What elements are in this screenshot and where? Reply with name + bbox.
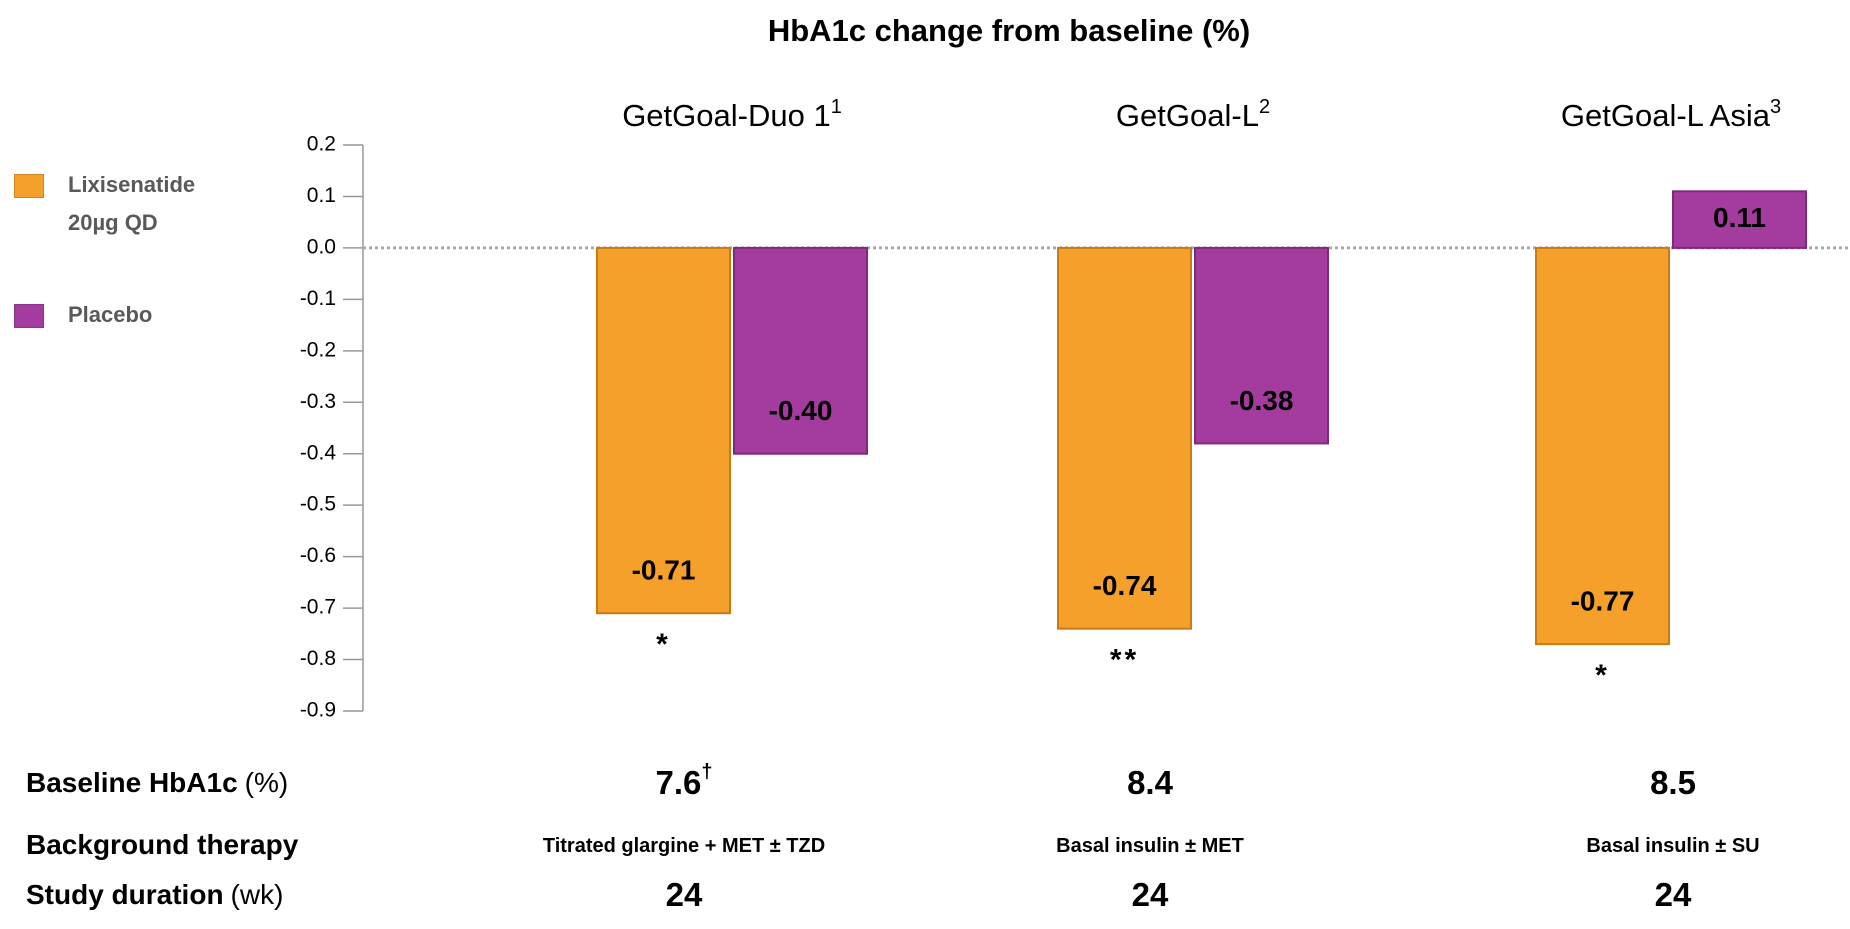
y-tick-label: 0.1: [307, 184, 336, 207]
row-label-text: Background therapy: [26, 829, 299, 860]
bar: [733, 246, 868, 455]
cell: 24: [1132, 876, 1169, 913]
value-label: -0.71: [632, 555, 696, 586]
value-label: -0.38: [1230, 385, 1294, 416]
legend-item: Lixisenatide 20µg QD: [14, 172, 218, 242]
category-name: GetGoal-Duo 1: [622, 98, 831, 133]
y-tick-label: -0.6: [300, 544, 336, 567]
value-label: -0.74: [1093, 570, 1157, 601]
y-tick-label: -0.5: [300, 493, 336, 516]
cell: 24: [666, 876, 703, 913]
category-label: GetGoal-L2: [1116, 96, 1270, 133]
category-name: GetGoal-L Asia: [1561, 98, 1771, 133]
category-ref: 1: [831, 96, 842, 118]
cell-value: 24: [666, 876, 703, 913]
y-tick-label: -0.8: [300, 647, 336, 670]
cell: 24: [1655, 876, 1692, 913]
legend-swatch: [14, 174, 44, 198]
cell-footnote: †: [701, 761, 712, 783]
cell-value: Titrated glargine + MET ± TZD: [543, 835, 825, 857]
bar: [1535, 246, 1670, 646]
y-tick-label: 0.2: [307, 133, 336, 156]
bar: [596, 246, 731, 615]
cell: Basal insulin ± SU: [1586, 835, 1759, 857]
cell-value: 7.6: [656, 764, 702, 801]
y-tick-label: -0.4: [300, 441, 337, 464]
category-label: GetGoal-Duo 11: [622, 96, 842, 133]
legend-label: Lixisenatide 20µg QD: [68, 172, 196, 235]
legend-label: Placebo: [68, 302, 153, 327]
value-label: 0.11: [1713, 202, 1766, 233]
cell: Titrated glargine + MET ± TZD: [543, 835, 825, 857]
value-label: -0.77: [1571, 585, 1635, 616]
y-tick-label: 0.0: [307, 235, 336, 258]
y-tick-label: -0.2: [300, 338, 336, 361]
row-unit: (wk): [231, 879, 284, 910]
significance-mark: *: [1595, 659, 1610, 692]
significance-mark: **: [1110, 644, 1139, 677]
category-ref: 2: [1259, 96, 1270, 118]
category-ref: 3: [1770, 96, 1781, 118]
row-label: Baseline HbA1c (%): [26, 767, 288, 798]
bar: [1672, 190, 1807, 249]
value-label: -0.40: [769, 395, 833, 426]
row-label: Study duration (wk): [26, 879, 283, 910]
y-tick-label: -0.1: [300, 287, 336, 310]
cell-value: Basal insulin ± SU: [1586, 835, 1759, 857]
row-label: Background therapy: [26, 829, 299, 860]
row-unit: (%): [245, 767, 289, 798]
cell: Basal insulin ± MET: [1056, 835, 1244, 857]
legend-swatch: [14, 304, 44, 328]
chart-title: HbA1c change from baseline (%): [768, 13, 1250, 48]
cell: 7.6†: [656, 761, 713, 800]
y-tick-label: -0.3: [300, 390, 336, 413]
row-label-text: Baseline HbA1c: [26, 767, 238, 798]
cell-value: 8.4: [1127, 764, 1174, 801]
y-tick-label: -0.9: [300, 699, 336, 722]
bar: [1194, 246, 1329, 445]
cell-value: Basal insulin ± MET: [1056, 835, 1244, 857]
significance-mark: *: [656, 628, 671, 661]
row-label-text: Study duration: [26, 879, 224, 910]
legend-item: Placebo: [14, 302, 218, 334]
cell: 8.5: [1650, 764, 1696, 801]
cell: 8.4: [1127, 764, 1174, 801]
bar: [1057, 246, 1192, 630]
category-label: GetGoal-L Asia3: [1561, 96, 1781, 133]
y-tick-label: -0.7: [300, 596, 336, 619]
category-name: GetGoal-L: [1116, 98, 1259, 133]
cell-value: 24: [1132, 876, 1169, 913]
cell-value: 24: [1655, 876, 1692, 913]
cell-value: 8.5: [1650, 764, 1696, 801]
